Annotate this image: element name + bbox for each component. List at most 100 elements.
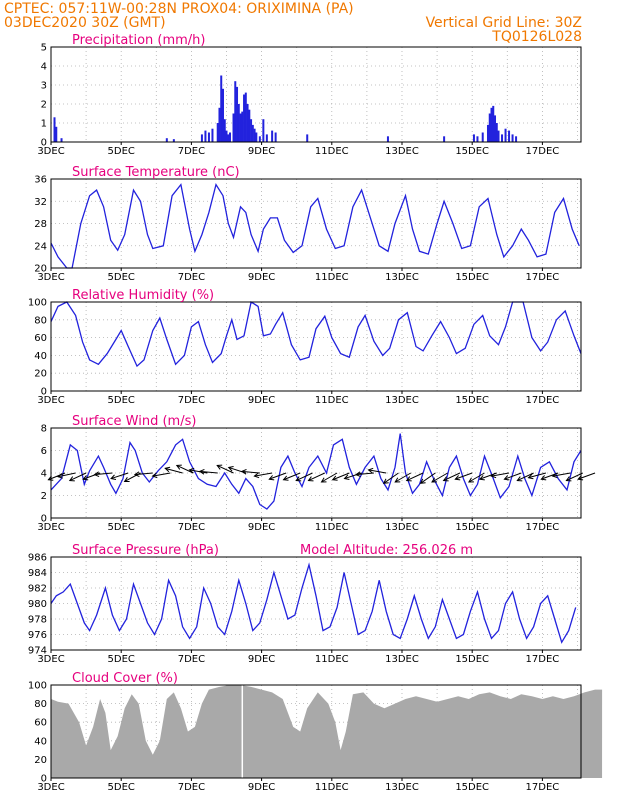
y-tick-label: 20 <box>34 264 47 275</box>
precip-bar <box>165 138 168 142</box>
x-tick-label: 7DEC <box>178 522 205 533</box>
x-tick-label: 7DEC <box>178 654 205 665</box>
precip-bar <box>216 123 219 142</box>
panel-2: 20 24 28 32 36 3DEC 5DEC 7DEC 9DEC 11DEC 13DEC 15DE… <box>34 165 582 283</box>
wind-arrow <box>165 467 183 474</box>
precip-bar <box>172 139 175 142</box>
x-tick-label: 17DEC <box>526 782 560 793</box>
precip-bar <box>255 132 258 142</box>
wind-arrow <box>455 472 473 480</box>
x-tick-label: 3DEC <box>37 782 64 793</box>
precip-bar <box>494 115 497 142</box>
wind-arrow-head <box>516 476 523 482</box>
precip-bar <box>262 119 265 142</box>
precip-bar <box>481 132 484 142</box>
y-tick-label: 978 <box>28 615 47 626</box>
y-tick-label: 3 <box>41 81 47 92</box>
x-tick-label: 3DEC <box>37 272 64 283</box>
y-tick-label: 4 <box>41 62 47 73</box>
header-model-code: TQ0126L028 <box>491 29 582 45</box>
y-tick-label: 32 <box>34 197 47 208</box>
panel-frame <box>50 178 582 269</box>
x-tick-label: 9DEC <box>248 146 275 157</box>
wind-arrow <box>420 472 436 484</box>
wind-arrow-head <box>405 476 412 482</box>
wind-arrow-head <box>307 476 314 482</box>
x-tick-label: 3DEC <box>37 146 64 157</box>
y-tick-label: 6 <box>41 446 47 457</box>
x-tick-label: 5DEC <box>108 395 135 406</box>
precip-bar <box>486 124 489 142</box>
model-altitude: Model Altitude: 256.026 m <box>300 543 473 558</box>
wind-arrow <box>431 472 448 483</box>
y-tick-label: 5 <box>41 43 47 54</box>
wind-arrow <box>199 470 218 474</box>
x-tick-label: 9DEC <box>248 522 275 533</box>
precip-bar <box>265 134 268 142</box>
precip-bar <box>227 134 230 142</box>
precip-bar <box>239 113 242 142</box>
wind-arrow-head <box>478 475 485 481</box>
x-tick-label: 3DEC <box>37 395 64 406</box>
y-tick-label: 60 <box>34 718 47 729</box>
panel-title: Relative Humidity (%) <box>72 288 214 303</box>
precip-bar <box>476 136 479 142</box>
wind-arrow <box>528 472 547 479</box>
y-tick-label: 0 <box>41 387 47 398</box>
y-tick-label: 0 <box>41 138 47 149</box>
wind-arrow-head <box>331 475 338 481</box>
precip-bar <box>250 119 253 142</box>
y-tick-label: 976 <box>28 630 47 641</box>
wind-arrow-head <box>394 477 401 483</box>
wind-arrow-head <box>320 477 327 483</box>
x-tick-label: 11DEC <box>315 654 349 665</box>
x-tick-label: 17DEC <box>526 146 560 157</box>
panel-title: Precipitation (mm/h) <box>72 33 205 48</box>
wind-arrow <box>69 472 87 482</box>
wind-arrow-head <box>431 477 438 483</box>
wind-arrow-head <box>419 478 426 484</box>
precip-bar <box>497 130 500 142</box>
wind-arrow <box>355 472 374 476</box>
x-tick-label: 13DEC <box>385 395 419 406</box>
y-tick-label: 80 <box>34 699 47 710</box>
precip-bar <box>55 126 58 142</box>
x-tick-label: 15DEC <box>455 782 489 793</box>
wind-arrow <box>216 464 234 474</box>
precip-bar <box>237 104 240 142</box>
wind-arrow-head <box>240 468 247 475</box>
wind-arrow <box>468 472 485 483</box>
y-tick-label: 2 <box>41 100 47 111</box>
panel-frame <box>50 301 582 392</box>
precip-bar <box>225 130 228 142</box>
precip-bar <box>511 134 514 142</box>
wind-arrow-head <box>82 475 89 481</box>
x-tick-label: 5DEC <box>108 146 135 157</box>
wind-arrow-head <box>268 475 275 481</box>
wind-arrow-head <box>540 475 547 481</box>
precip-bar <box>443 136 446 142</box>
wind-arrow <box>152 472 171 477</box>
wind-arrow <box>241 470 260 474</box>
wind-arrow-head <box>93 471 100 478</box>
x-tick-label: 11DEC <box>315 782 349 793</box>
x-tick-label: 17DEC <box>526 522 560 533</box>
wind-arrow <box>443 472 461 482</box>
precip-bar <box>200 134 203 142</box>
wind-arrow <box>308 472 325 482</box>
wind-arrow-head <box>454 475 461 481</box>
precip-bar <box>244 92 247 142</box>
x-tick-label: 17DEC <box>526 654 560 665</box>
panel-6: 0 20 40 60 80 100 3DEC 5DEC 7DEC 9DEC 11DEC 13DEC 15… <box>28 671 603 793</box>
wind-arrow-head <box>565 476 572 482</box>
wind-arrow-head <box>282 475 289 481</box>
y-tick-label: 40 <box>34 736 47 747</box>
wind-arrow <box>332 472 350 481</box>
x-tick-label: 15DEC <box>455 272 489 283</box>
x-tick-label: 7DEC <box>178 146 205 157</box>
precip-bar <box>220 75 223 142</box>
wind-arrow-head <box>442 476 449 482</box>
precip-bar <box>251 124 254 142</box>
precip-bar <box>243 94 246 142</box>
x-tick-label: 13DEC <box>385 654 419 665</box>
